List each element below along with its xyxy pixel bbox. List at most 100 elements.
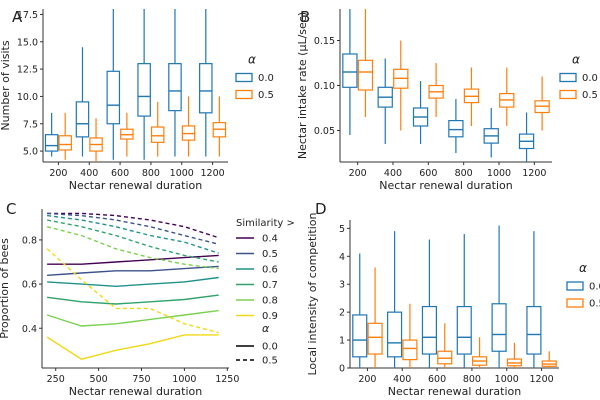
panel-a: 5.0 7.5 10.0 12.5 15.0 17.5 200 400 600 800 1000 12… <box>17 9 274 179</box>
box-800-alpha-0.0 <box>448 99 464 153</box>
box-800-alpha-0.5 <box>150 101 165 157</box>
box-iqr <box>137 63 151 117</box>
box-iqr <box>456 305 472 355</box>
x-tick-label: 500 <box>90 374 108 385</box>
legend-title: α <box>572 53 580 67</box>
legend-title: α <box>262 322 270 335</box>
panel-label: C <box>6 200 16 218</box>
line-sim-0.4-alpha-0.5 <box>47 212 219 239</box>
line-sim-0.6-alpha-0.5 <box>47 214 219 254</box>
panel-d: 0 1 2 3 4 5 200 400 600 800 1000 1200 α0.0 0.5 <box>339 220 600 385</box>
box-1200-alpha-0.0 <box>518 112 535 162</box>
box-iqr <box>150 126 165 143</box>
y-tick-label: 10.0 <box>17 92 38 103</box>
x-tick-label: 200 <box>49 168 67 179</box>
line-sim-0.5-alpha-0.5 <box>47 212 219 245</box>
box-800-alpha-0.5 <box>463 67 480 126</box>
box-200-alpha-0.0 <box>342 9 358 135</box>
x-tick-label: 400 <box>393 374 411 385</box>
x-axis-label: Nectar renewal duration <box>388 385 522 398</box>
x-tick-label: 1200 <box>200 168 224 179</box>
x-tick-label: 400 <box>384 168 402 179</box>
y-tick-label: 0.10 <box>314 81 335 92</box>
x-tick-label: 1000 <box>495 374 519 385</box>
legend-label: 0.0 <box>258 73 274 84</box>
x-tick-label: 800 <box>455 168 473 179</box>
line-sim-0.9-alpha-0.5 <box>46 248 219 334</box>
box-400-alpha-0.5 <box>402 303 418 368</box>
y-axis-label: Local intensity of competition <box>306 212 319 375</box>
x-tick-label: 1250 <box>215 374 239 385</box>
box-1200-alpha-0.0 <box>526 231 542 368</box>
legend-swatch <box>559 89 577 100</box>
x-tick-label: 200 <box>349 168 367 179</box>
y-tick-label: 0.15 <box>314 36 335 47</box>
box-600-alpha-0.0 <box>421 239 437 368</box>
box-800-alpha-0.5 <box>472 337 488 368</box>
x-tick-label: 600 <box>419 168 437 179</box>
box-600-alpha-0.0 <box>412 81 429 144</box>
box-iqr <box>402 339 418 361</box>
box-400-alpha-0.0 <box>75 47 90 157</box>
x-tick-label: 800 <box>142 168 160 179</box>
legend-label: 0.0 <box>589 282 600 293</box>
x-tick-label: 400 <box>80 168 98 179</box>
box-400-alpha-0.0 <box>377 58 393 144</box>
box-1200-alpha-0.5 <box>541 351 557 368</box>
box-800-alpha-0.0 <box>137 9 151 160</box>
legend-label: 0.8 <box>262 296 278 307</box>
legend-title: Similarity > <box>236 218 295 229</box>
box-1200-alpha-0.5 <box>212 96 227 157</box>
panel-label: A <box>12 8 23 26</box>
box-400-alpha-0.5 <box>89 118 103 162</box>
y-tick-label: 17.5 <box>17 10 38 21</box>
box-600-alpha-0.0 <box>106 9 121 160</box>
y-tick-label: 0.6 <box>22 280 37 291</box>
x-tick-label: 200 <box>358 374 376 385</box>
box-200-alpha-0.0 <box>44 112 59 157</box>
box-iqr <box>491 303 507 352</box>
legend-label: 0.5 <box>262 249 278 260</box>
x-tick-label: 1200 <box>522 168 546 179</box>
y-tick-label: 0.8 <box>22 235 37 246</box>
box-iqr <box>168 63 182 112</box>
box-iqr <box>448 119 464 138</box>
y-tick-label: 1 <box>339 336 345 347</box>
x-axis-label: Nectar renewal duration <box>379 179 513 192</box>
box-iqr <box>357 59 374 91</box>
y-axis-label: Nectar intake rate (μL/sec) <box>296 12 309 159</box>
legend-label: 0.9 <box>262 311 278 322</box>
line-sim-0.9-alpha-0.0 <box>46 334 219 360</box>
x-axis-label: Nectar renewal duration <box>69 385 203 398</box>
x-tick-label: 1200 <box>529 374 553 385</box>
legend-label: 0.6 <box>262 265 278 276</box>
box-200-alpha-0.0 <box>352 253 368 368</box>
y-tick-label: 5 <box>339 224 345 235</box>
y-tick-label: 2 <box>339 308 345 319</box>
box-1000-alpha-0.0 <box>491 225 507 368</box>
y-axis-label: Proportion of bees <box>0 238 11 339</box>
panel-label: B <box>300 8 310 26</box>
x-tick-label: 800 <box>463 374 481 385</box>
legend-title: α <box>248 53 256 67</box>
line-sim-0.6-alpha-0.0 <box>47 276 219 288</box>
box-200-alpha-0.5 <box>367 267 383 368</box>
box-600-alpha-0.5 <box>437 323 453 368</box>
box-600-alpha-0.5 <box>120 112 134 157</box>
legend-label: 0.0 <box>262 342 278 353</box>
y-tick-label: 15.0 <box>17 37 38 48</box>
box-iqr <box>367 322 383 355</box>
legend-label: 0.5 <box>589 299 600 310</box>
box-800-alpha-0.0 <box>456 233 472 368</box>
box-iqr <box>387 311 403 358</box>
box-600-alpha-0.5 <box>428 63 444 117</box>
box-400-alpha-0.5 <box>393 40 409 131</box>
line-sim-0.7-alpha-0.5 <box>46 219 219 263</box>
y-tick-label: 3 <box>339 280 345 291</box>
x-tick-label: 1000 <box>172 374 196 385</box>
box-1000-alpha-0.0 <box>483 108 499 158</box>
line-sim-0.5-alpha-0.0 <box>47 265 219 276</box>
box-1200-alpha-0.5 <box>534 76 550 131</box>
box-iqr <box>526 305 542 355</box>
